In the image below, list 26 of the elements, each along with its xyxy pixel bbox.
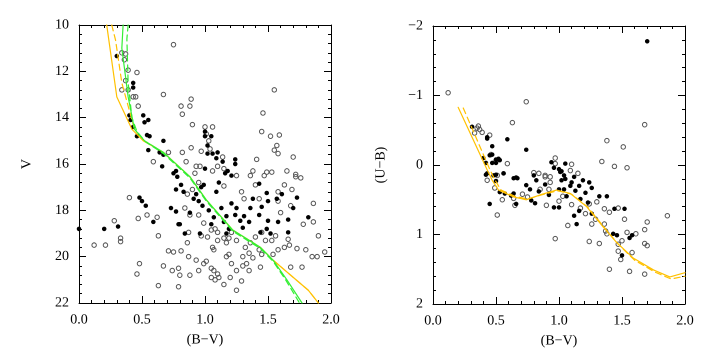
y-axis-title: (U−B): [374, 146, 388, 184]
y-axis-title: V: [20, 158, 34, 170]
y-tick-label: 1: [416, 227, 423, 242]
y-tick-label: 0: [416, 158, 423, 172]
x-tick-label: 1.5: [259, 312, 277, 328]
x-tick-label: 0.5: [133, 312, 151, 328]
y-tick-label: 12: [55, 64, 69, 79]
y-tick-label: 10: [55, 18, 69, 32]
y-tick-label: 16: [55, 156, 69, 172]
x-tick-label: 2.0: [322, 312, 340, 328]
x-tick-label: 1.5: [613, 314, 631, 328]
x-tick-label: 0.0: [70, 312, 88, 328]
x-tick-label: 0.5: [487, 314, 505, 328]
y-tick-label: −2: [408, 18, 423, 34]
x-tick-label: 1.0: [550, 314, 568, 328]
y-tick-label: 18: [55, 202, 69, 218]
y-tick-label: 2: [416, 296, 423, 312]
x-axis-title: (B−V): [540, 334, 578, 348]
y-tick-label: 22: [55, 296, 69, 310]
y-tick-label: −1: [408, 88, 423, 103]
y-tick-label: 14: [55, 110, 69, 126]
y-tick-label: 20: [55, 249, 69, 264]
x-tick-label: 0.0: [424, 314, 442, 328]
x-tick-label: 2.0: [676, 314, 694, 328]
x-tick-label: 1.0: [196, 312, 214, 328]
x-axis-title: (B−V): [186, 332, 224, 348]
